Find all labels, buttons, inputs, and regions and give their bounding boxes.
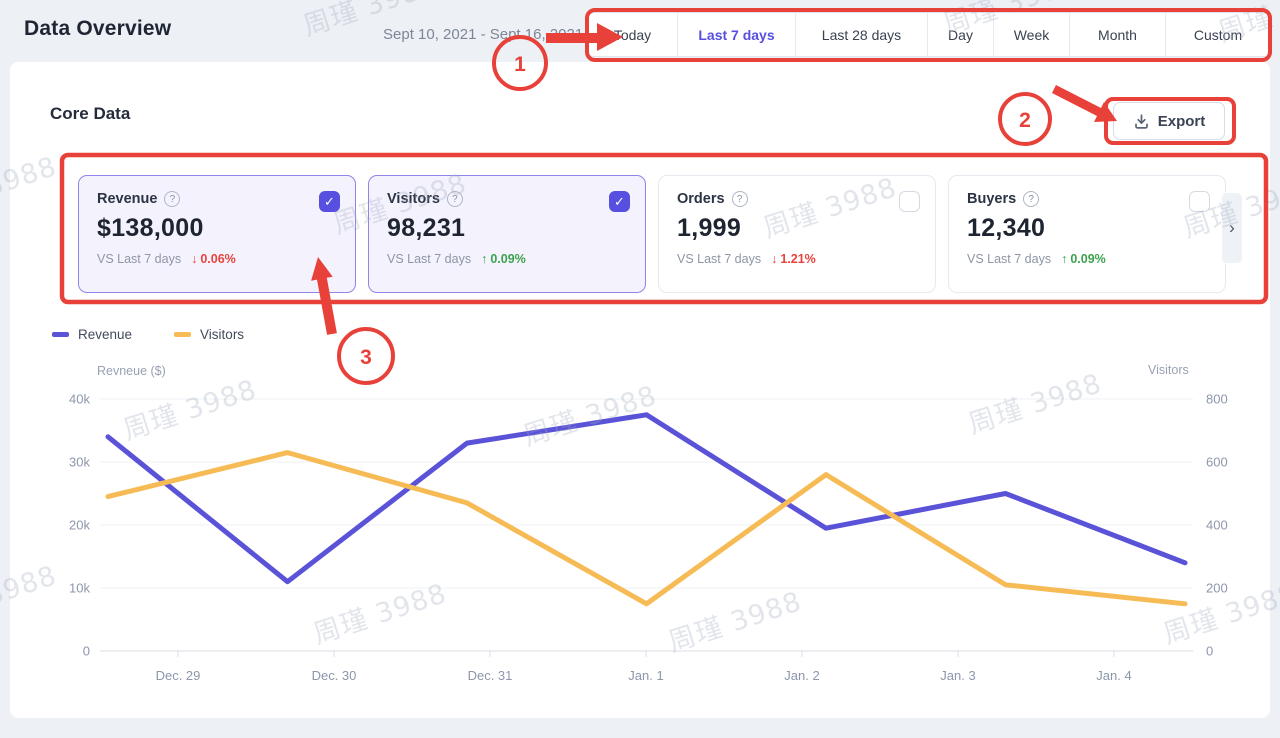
- compare-label: VS Last 7 days: [387, 252, 472, 266]
- chart-legend: Revenue Visitors: [52, 327, 244, 342]
- tick-label: Jan. 1: [628, 668, 663, 683]
- card-checkbox[interactable]: [899, 191, 920, 212]
- delta-badge: ↓ 0.06%: [191, 252, 236, 266]
- line-chart: 40k 800 30k 600 20k 400 10k 200 0 0 Dec. 29 Dec. 30…: [69, 392, 1228, 684]
- card-value: 12,340: [967, 214, 1046, 242]
- card-value: $138,000: [97, 214, 204, 242]
- tick-label: 40k: [69, 392, 90, 407]
- delta-badge: ↑ 0.09%: [481, 252, 526, 266]
- cards-next-button[interactable]: ›: [1222, 193, 1242, 263]
- card-title: Orders: [677, 191, 725, 207]
- tick-label: 0: [83, 644, 90, 659]
- tab-day[interactable]: Day: [928, 13, 994, 56]
- tick-label: 600: [1206, 455, 1228, 470]
- export-button[interactable]: Export: [1113, 102, 1225, 140]
- left-axis-title: Revneue ($): [97, 364, 166, 378]
- tick-label: 200: [1206, 581, 1228, 596]
- tick-label: 0: [1206, 644, 1213, 659]
- tick-label: Jan. 2: [784, 668, 819, 683]
- core-data-title: Core Data: [50, 104, 131, 123]
- tick-label: 10k: [69, 581, 90, 596]
- tick-label: 20k: [69, 518, 90, 533]
- delta-arrow-icon: ↓: [771, 252, 778, 266]
- legend-item-visitors[interactable]: Visitors: [174, 327, 244, 342]
- card-value: 98,231: [387, 214, 466, 242]
- delta-badge: ↓ 1.21%: [771, 252, 816, 266]
- metric-card-buyers[interactable]: Buyers ? 12,340 VS Last 7 days ↑ 0.09%: [948, 175, 1226, 293]
- metric-card-visitors[interactable]: Visitors ? ✓ 98,231 VS Last 7 days ↑ 0.09…: [368, 175, 646, 293]
- compare-label: VS Last 7 days: [677, 252, 762, 266]
- help-icon[interactable]: ?: [446, 191, 463, 207]
- delta-arrow-icon: ↑: [481, 252, 488, 266]
- revenue-line-swatch: [52, 332, 69, 337]
- card-value: 1,999: [677, 214, 742, 242]
- tick-label: Jan. 4: [1096, 668, 1131, 683]
- export-label: Export: [1157, 112, 1206, 130]
- metric-card-revenue[interactable]: Revenue ? ✓ $138,000 VS Last 7 days ↓ 0.0…: [78, 175, 356, 293]
- date-range-label: Sept 10, 2021 - Sept 16, 2021: [383, 26, 584, 43]
- visitors-line-swatch: [174, 332, 192, 337]
- tick-label: Jan. 3: [940, 668, 975, 683]
- card-title: Revenue: [97, 191, 158, 207]
- chevron-right-icon: ›: [1229, 218, 1235, 237]
- card-title: Visitors: [387, 191, 440, 207]
- card-checkbox[interactable]: ✓: [319, 191, 340, 212]
- date-filter-tabs: Today Last 7 days Last 28 days Day Week …: [587, 12, 1271, 57]
- tick-label: 800: [1206, 392, 1228, 407]
- help-icon[interactable]: ?: [731, 191, 748, 207]
- legend-item-revenue[interactable]: Revenue: [52, 327, 132, 342]
- help-icon[interactable]: ?: [164, 191, 181, 207]
- right-axis-title: Visitors: [1148, 363, 1189, 377]
- tick-label: Dec. 29: [156, 668, 201, 683]
- delta-arrow-icon: ↑: [1061, 252, 1068, 266]
- page-title: Data Overview: [24, 17, 172, 40]
- tick-label: Dec. 31: [468, 668, 513, 683]
- legend-label: Revenue: [78, 327, 133, 342]
- tab-month[interactable]: Month: [1070, 13, 1166, 56]
- legend-label: Visitors: [200, 327, 245, 342]
- metric-card-orders[interactable]: Orders ? 1,999 VS Last 7 days ↓ 1.21%: [658, 175, 936, 293]
- delta-badge: ↑ 0.09%: [1061, 252, 1106, 266]
- card-title: Buyers: [967, 191, 1017, 207]
- tick-label: 400: [1206, 518, 1228, 533]
- tab-today[interactable]: Today: [588, 13, 678, 56]
- tab-week[interactable]: Week: [994, 13, 1070, 56]
- tab-last-28-days[interactable]: Last 28 days: [796, 13, 928, 56]
- card-checkbox[interactable]: ✓: [609, 191, 630, 212]
- tick-label: 30k: [69, 455, 90, 470]
- download-icon: [1133, 113, 1150, 130]
- compare-label: VS Last 7 days: [97, 252, 182, 266]
- compare-label: VS Last 7 days: [967, 252, 1052, 266]
- card-checkbox[interactable]: [1189, 191, 1210, 212]
- tick-label: Dec. 30: [312, 668, 357, 683]
- tab-last-7-days[interactable]: Last 7 days: [678, 13, 796, 56]
- series-line-revenue: [105, 412, 1188, 585]
- help-icon[interactable]: ?: [1023, 191, 1040, 207]
- series-line-visitors: [105, 450, 1188, 607]
- tab-custom[interactable]: Custom: [1193, 26, 1243, 43]
- delta-arrow-icon: ↓: [191, 252, 198, 266]
